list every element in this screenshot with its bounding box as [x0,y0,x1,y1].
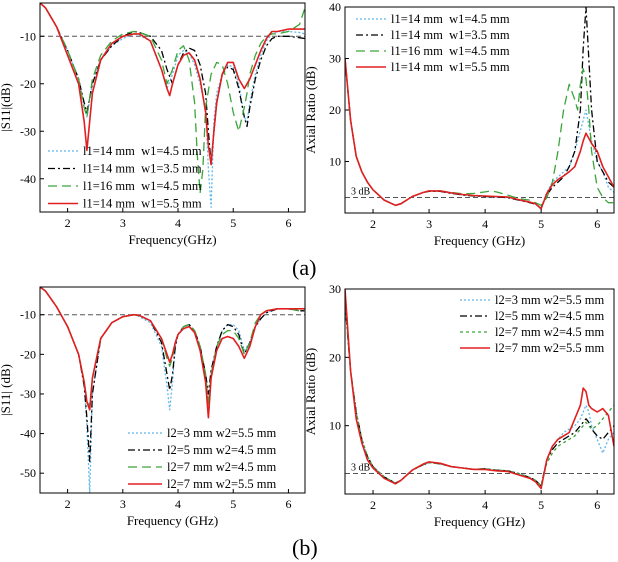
x-tick-label: 5 [230,216,236,230]
legend-label-1: l2=3 mm w2=5.5 mm [495,293,605,307]
x-tick-label: 6 [285,497,291,511]
legend: l1=14 mm w1=4.5 mm l1=14 mm w1=3.5 mm l1=1… [356,12,510,74]
series-line-1 [40,3,305,208]
legend-label-2: l1=14 mm w1=3.5 mm [83,162,202,176]
y-tick-label: -40 [20,427,36,441]
series-group [40,3,305,208]
x-tick-label: 4 [175,216,181,230]
reference-line-label: 3 dB [351,463,371,474]
x-tick-label: 3 [120,216,126,230]
series-line-4 [40,287,305,419]
x-tick-label: 3 [120,497,126,511]
legend-label-1: l1=14 mm w1=4.5 mm [391,12,510,26]
x-tick-label: 6 [594,498,600,512]
legend-label-3: l1=16 mm w1=4.5 mm [83,179,202,193]
x-tick-label: 5 [230,497,236,511]
x-tick-label: 5 [538,498,544,512]
chart-a-s11: 2 3 4 5 6 -10 -20 -30 -40 Frequency(GHz) |S11|(dB)… [0,2,306,247]
x-tick-label: 4 [175,497,181,511]
legend-label-4: l2=7 mm w2=5.5 mm [167,477,277,491]
y-axis-label: |S11| (dB) [0,364,13,416]
y-tick-label: 10 [329,155,341,169]
series-line-4 [40,3,305,166]
legend-label-3: l2=7 mm w2=4.5 mm [167,460,277,474]
legend-label-4: l2=7 mm w2=5.5 mm [495,341,605,355]
series-line-3 [345,58,614,206]
y-tick-label: -10 [20,308,36,322]
x-tick-label: 2 [65,216,71,230]
x-tick-label: 3 [426,217,432,231]
caption-a: (a) [292,255,317,280]
legend-label-1: l1=14 mm w1=4.5 mm [83,144,202,158]
legend-label-4: l1=14 mm w1=5.5 mm [391,60,510,74]
x-tick-label: 2 [65,497,71,511]
y-tick-label: 30 [329,52,341,66]
axes-frame [39,286,306,494]
axes-frame [344,288,615,495]
legend: l2=3 mm w2=5.5 mm l2=5 mm w2=4.5 mm l2=7 m… [128,426,277,491]
x-tick-label: 3 [426,498,432,512]
y-tick-label: 30 [329,282,341,296]
legend: l2=3 mm w2=5.5 mm l2=5 mm w2=4.5 mm l2=7 m… [460,293,605,355]
chart-b-ar: 3 dB 2 3 4 5 6 10 20 30 Frequency (GHz) Axial Rati… [303,282,615,529]
series-line-4 [345,58,614,210]
y-axis-label: |S11|(dB) [0,83,13,132]
x-tick-label: 6 [594,217,600,231]
y-tick-label: 10 [329,419,341,433]
legend-label-3: l2=7 mm w2=4.5 mm [495,325,605,339]
chart-a-ar: 3 dB 2 3 4 5 6 10 20 30 40 Frequency (GHz) Axial Ra… [303,0,615,248]
legend-label-1: l2=3 mm w2=5.5 mm [167,426,277,440]
reference-line-label: 3 dB [351,187,371,198]
y-tick-label: -20 [20,77,36,91]
series-line-1 [345,58,614,209]
chart-b-s11: 2 3 4 5 6 -10 -20 -30 -40 -50 Frequency (GHz) |S11|… [0,286,306,528]
series-group [345,7,614,210]
caption-b: (b) [292,535,318,560]
x-tick-label: 2 [370,498,376,512]
y-tick-label: -30 [20,387,36,401]
x-tick-label: 4 [482,217,488,231]
x-tick-label: 6 [285,216,291,230]
y-tick-label: -40 [20,172,36,186]
legend-label-4: l1=14 mm w1=5.5 mm [83,197,202,211]
x-tick-label: 4 [482,498,488,512]
legend-label-2: l2=5 mm w2=4.5 mm [167,443,277,457]
x-axis-label: Frequency (GHz) [127,513,218,528]
series-line-4 [345,289,614,490]
series-line-3 [40,3,305,194]
y-axis-label: Axial Ratio (dB) [303,66,318,153]
x-tick-label: 5 [538,217,544,231]
x-axis-label: Frequency(GHz) [128,232,216,247]
series-group [40,287,305,493]
x-tick-label: 2 [370,217,376,231]
x-axis-label: Frequency (GHz) [434,514,525,529]
y-tick-label: -30 [20,124,36,138]
y-tick-label: -20 [20,347,36,361]
legend-label-2: l1=14 mm w1=3.5 mm [391,28,510,42]
y-tick-label: 20 [329,350,341,364]
series-group [345,289,614,490]
y-tick-label: -10 [20,29,36,43]
y-axis-label: Axial Ratio (dB) [303,348,318,435]
legend: l1=14 mm w1=4.5 mm l1=14 mm w1=3.5 mm l1=1… [48,144,202,211]
legend-label-2: l2=5 mm w2=4.5 mm [495,309,605,323]
y-tick-label: 20 [329,103,341,117]
series-line-3 [40,287,305,407]
legend-label-3: l1=16 mm w1=4.5 mm [391,44,510,58]
axes-frame [39,2,306,213]
y-tick-label: 40 [329,0,341,14]
x-axis-label: Frequency (GHz) [434,233,525,248]
y-tick-label: -50 [20,466,36,480]
